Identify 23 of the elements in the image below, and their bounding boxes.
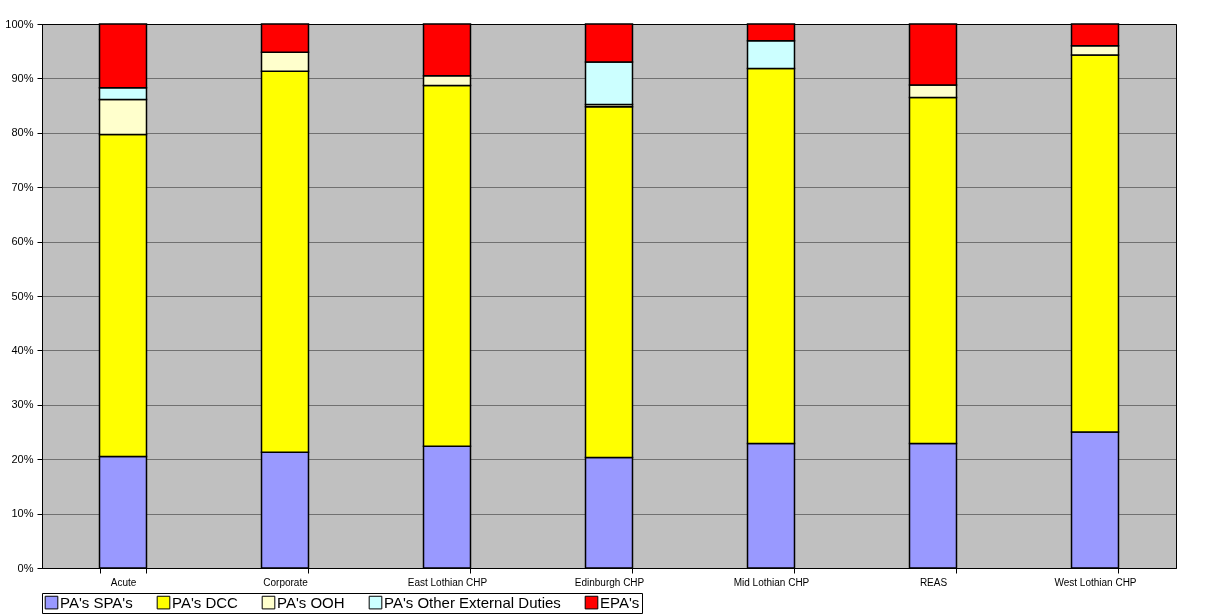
x-tick-label: Mid Lothian CHP (733, 576, 810, 588)
legend-label: PA's Other External Duties (384, 593, 561, 611)
y-tick-label: 40% (11, 343, 34, 356)
y-tick-label: 90% (11, 71, 34, 84)
legend-label: PA's SPA's (60, 593, 133, 611)
y-tick-label: 80% (11, 126, 34, 139)
y-tick-label: 60% (11, 235, 34, 248)
legend-label: PA's DCC (172, 593, 239, 611)
legend-label: EPA's (600, 593, 640, 611)
x-tick-label: West Lothian CHP (1054, 576, 1137, 588)
y-tick-label: 100% (5, 17, 34, 30)
y-tick-label: 20% (11, 452, 34, 465)
legend-label: PA's OOH (277, 593, 345, 611)
x-tick-label: Acute (110, 576, 137, 588)
y-tick-label: 50% (11, 289, 34, 302)
y-tick-label: 70% (11, 180, 34, 193)
y-tick-label: 30% (11, 398, 34, 411)
x-tick-label: East Lothian CHP (407, 576, 488, 588)
y-tick-label: 10% (11, 507, 34, 520)
x-tick-label: REAS (919, 576, 948, 588)
x-tick-label: Edinburgh CHP (574, 576, 645, 588)
y-tick-label: 0% (17, 561, 34, 574)
x-tick-label: Corporate (263, 576, 309, 588)
